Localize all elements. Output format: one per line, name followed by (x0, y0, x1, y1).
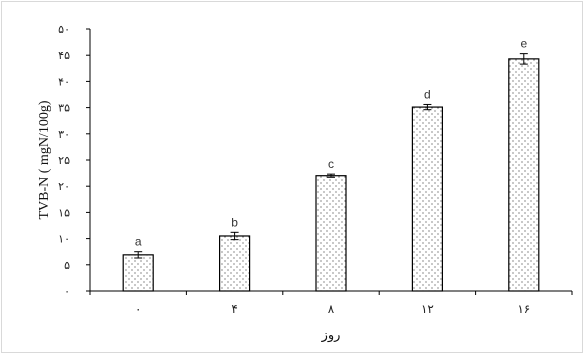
bar (315, 175, 347, 292)
y-tick-label: ۱۵ (58, 206, 70, 219)
significance-letter: d (424, 87, 431, 101)
bar (122, 254, 154, 292)
x-tick-label: ۱۶ (517, 302, 530, 316)
y-tick-label: ۱۰ (58, 233, 70, 246)
significance-letter: a (135, 235, 142, 249)
y-tick-label: ۲۵ (58, 154, 70, 167)
y-tick-label: ۵۰ (58, 23, 70, 36)
y-tick-label: ۰ (64, 285, 70, 298)
y-tick-label: ۳۰ (58, 128, 70, 141)
significance-letter: c (328, 157, 334, 171)
x-tick-label: ۸ (328, 302, 335, 316)
x-tick-label: ۴ (231, 302, 237, 316)
significance-letter: e (520, 37, 527, 51)
x-axis-title: روز (321, 328, 341, 343)
y-tick-label: ۴۵ (58, 49, 70, 62)
y-axis-title: TVB-N ( mgN/100g) (37, 100, 52, 219)
bar (219, 235, 251, 292)
y-tick-label: ۵ (64, 259, 70, 272)
y-tick-label: ۳۵ (58, 102, 70, 115)
significance-letter: b (231, 215, 238, 229)
bar (411, 106, 443, 292)
y-tick-label: ۴۰ (58, 75, 70, 88)
bar (508, 58, 540, 292)
y-tick-label: ۲۰ (58, 180, 70, 193)
x-tick-label: ۱۲ (421, 302, 434, 316)
x-tick-label: ۰ (135, 302, 141, 316)
